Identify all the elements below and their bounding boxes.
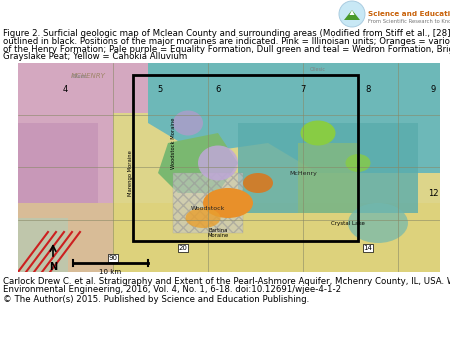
Polygon shape xyxy=(148,63,440,173)
Ellipse shape xyxy=(346,154,370,172)
Text: Carlock Drew C. et al. Stratigraphy and Extent of the Pearl-Ashmore Aquifer, Mch: Carlock Drew C. et al. Stratigraphy and … xyxy=(3,277,450,286)
Text: 14: 14 xyxy=(364,245,373,251)
Text: 6: 6 xyxy=(215,84,220,94)
Text: MCHENRY: MCHENRY xyxy=(71,73,105,79)
Text: Woodstock: Woodstock xyxy=(191,206,225,211)
Bar xyxy=(133,75,358,241)
Text: 8: 8 xyxy=(365,84,371,94)
Text: of the Henry Formation; Pale purple = Equality Formation, Dull green and teal = : of the Henry Formation; Pale purple = Eq… xyxy=(3,45,450,54)
Text: 90: 90 xyxy=(108,255,117,261)
Bar xyxy=(18,218,68,272)
Text: N: N xyxy=(49,262,57,272)
Text: 9: 9 xyxy=(430,84,436,94)
Text: 12: 12 xyxy=(428,189,438,197)
Ellipse shape xyxy=(173,111,203,136)
Text: Woodstock Moraine: Woodstock Moraine xyxy=(171,117,176,169)
Text: outlined in black. Positions of the major moraines are indicated. Pink = Illinoi: outlined in black. Positions of the majo… xyxy=(3,37,450,46)
Ellipse shape xyxy=(185,208,220,228)
Text: 5: 5 xyxy=(158,84,162,94)
Ellipse shape xyxy=(203,188,253,218)
Ellipse shape xyxy=(301,121,336,145)
Text: McHenry: McHenry xyxy=(289,170,317,175)
Ellipse shape xyxy=(348,203,408,243)
Text: Ollesic: Ollesic xyxy=(72,74,88,79)
Text: 20: 20 xyxy=(179,245,188,251)
Polygon shape xyxy=(344,10,360,20)
Text: Crystal Lake: Crystal Lake xyxy=(331,220,365,225)
Ellipse shape xyxy=(243,173,273,193)
Circle shape xyxy=(339,1,365,27)
Text: © The Author(s) 2015. Published by Science and Education Publishing.: © The Author(s) 2015. Published by Scien… xyxy=(3,295,309,304)
Text: Science and Education Publishing: Science and Education Publishing xyxy=(368,11,450,17)
Text: Environmental Engineering, 2016, Vol. 4, No. 1, 6-18. doi:10.12691/wjee-4-1-2: Environmental Engineering, 2016, Vol. 4,… xyxy=(3,285,341,294)
Bar xyxy=(18,203,440,272)
Bar xyxy=(173,173,243,233)
Polygon shape xyxy=(350,10,355,15)
Text: 4: 4 xyxy=(63,84,68,94)
Text: Bartina
Moraine: Bartina Moraine xyxy=(207,227,229,238)
Text: Marengo Moraine: Marengo Moraine xyxy=(127,150,132,196)
Bar xyxy=(298,143,358,213)
Bar xyxy=(18,63,113,272)
Text: From Scientific Research to Knowledge: From Scientific Research to Knowledge xyxy=(368,19,450,24)
Ellipse shape xyxy=(198,145,238,180)
Text: 7: 7 xyxy=(300,84,306,94)
Bar xyxy=(238,123,418,213)
Text: 10 km: 10 km xyxy=(99,269,122,275)
Text: Figure 2. Surficial geologic map of Mclean County and surrounding areas (Modifie: Figure 2. Surficial geologic map of Mcle… xyxy=(3,29,450,38)
Polygon shape xyxy=(113,63,148,113)
Text: Ollesic: Ollesic xyxy=(310,67,326,72)
Polygon shape xyxy=(158,133,238,193)
Bar xyxy=(18,123,98,203)
Text: Grayslake Peat; Yellow = Cahokia Alluvium: Grayslake Peat; Yellow = Cahokia Alluviu… xyxy=(3,52,187,62)
